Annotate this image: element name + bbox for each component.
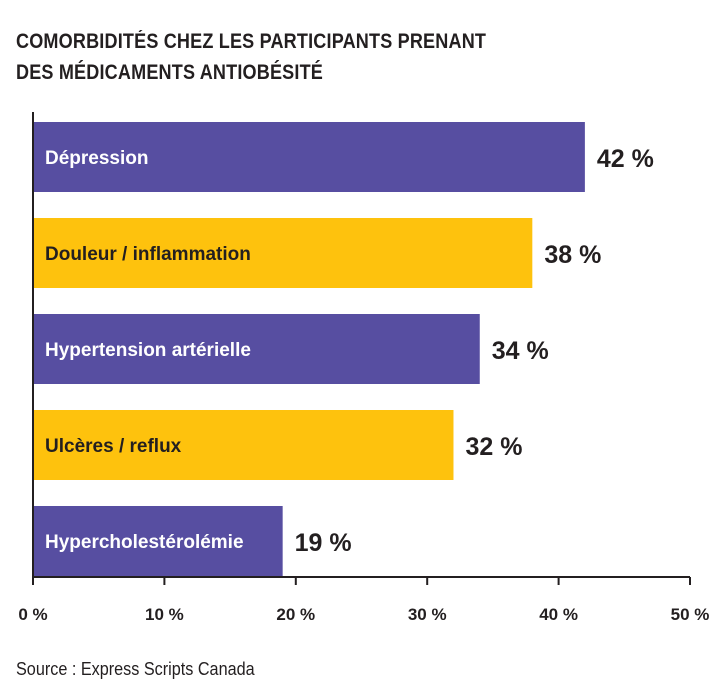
chart-title-line-1: COMORBIDITÉS CHEZ LES PARTICIPANTS PRENA…	[16, 30, 487, 53]
chart-title: COMORBIDITÉS CHEZ LES PARTICIPANTS PRENA…	[16, 26, 618, 88]
bar-5	[33, 506, 283, 576]
value-label-1: 42 %	[597, 145, 654, 173]
bar-4	[33, 410, 454, 480]
x-tick-label-5: 50 %	[671, 605, 710, 624]
x-tick-label-4: 40 %	[539, 605, 578, 624]
value-label-5: 19 %	[295, 529, 352, 557]
bar-2	[33, 218, 533, 288]
bar-label-2: Douleur / inflammation	[45, 244, 251, 265]
bar-1	[33, 122, 585, 192]
x-tick-label-2: 20 %	[276, 605, 315, 624]
value-label-4: 32 %	[465, 433, 522, 461]
bar-label-4: Ulcères / reflux	[45, 436, 182, 457]
x-tick-label-3: 30 %	[408, 605, 447, 624]
x-tick-label-0: 0 %	[18, 605, 47, 624]
source-note: Source : Express Scripts Canada	[16, 659, 255, 679]
value-label-3: 34 %	[492, 337, 549, 365]
x-tick-label-1: 10 %	[145, 605, 184, 624]
value-label-2: 38 %	[544, 241, 601, 269]
bar-label-1: Dépression	[45, 148, 148, 169]
bar-label-5: Hypercholestérolémie	[45, 532, 244, 553]
bar-label-3: Hypertension artérielle	[45, 340, 251, 361]
bar-3	[33, 314, 480, 384]
chart-title-line-2: DES MÉDICAMENTS ANTIOBÉSITÉ	[16, 61, 324, 84]
